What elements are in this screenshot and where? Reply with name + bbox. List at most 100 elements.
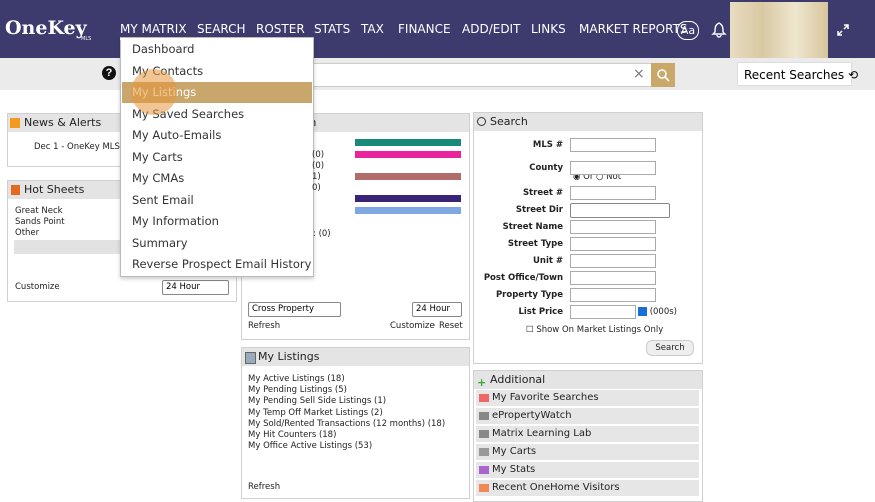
menu-item[interactable]: Reverse Prospect Email History (132, 257, 312, 271)
expand-icon[interactable] (836, 23, 850, 37)
field-label: Street Type (507, 239, 563, 249)
watch-bar (355, 139, 461, 146)
search-button[interactable] (651, 63, 675, 87)
news-item[interactable]: Dec 1 - OneKey MLS I (34, 142, 126, 152)
listing-link[interactable]: My Active Listings (18) (248, 374, 345, 384)
field-input[interactable] (570, 138, 656, 152)
watch-bar (355, 195, 461, 202)
logo[interactable]: OneKey (5, 17, 87, 39)
additional-link[interactable]: Matrix Learning Lab (492, 428, 592, 439)
nav-underline (120, 38, 192, 40)
listing-link[interactable]: My Hit Counters (18) (248, 430, 337, 440)
additional-row[interactable]: My Favorite Searches (476, 390, 699, 406)
panel-title: News & Alerts (24, 116, 102, 129)
period-select[interactable]: 24 Hour (412, 302, 462, 317)
listing-link[interactable]: My Office Active Listings (53) (248, 441, 373, 452)
menu-item[interactable]: My Information (132, 214, 219, 228)
nav-item[interactable]: ROSTER (256, 22, 305, 36)
or-option[interactable]: ◉ Or ○ Not (573, 172, 622, 182)
menu-item[interactable]: Summary (132, 235, 188, 250)
reset-link[interactable]: Reset (439, 321, 463, 331)
additional-row[interactable]: My Carts (476, 444, 699, 460)
watch-count[interactable]: : (0) (313, 229, 331, 239)
panel-title: Hot Sheets (24, 183, 85, 196)
field-label: List Price (518, 307, 563, 317)
units-label: (000s) (638, 307, 677, 317)
field-label: Post Office/Town (483, 273, 563, 283)
listing-link[interactable]: My Temp Off Market Listings (2) (248, 407, 383, 418)
field-input[interactable] (570, 288, 656, 302)
refresh-link[interactable]: Refresh (248, 321, 281, 331)
field-label: Street Dir (515, 205, 563, 215)
row-icon (479, 466, 489, 474)
row-icon (479, 412, 489, 420)
listing-link[interactable]: My Sold/Rented Transactions (12 months) … (248, 418, 446, 429)
field-input[interactable] (570, 220, 656, 234)
field-input[interactable] (570, 305, 636, 319)
nav-item[interactable]: SEARCH (197, 22, 246, 36)
hot-sheet-item[interactable]: Other (15, 228, 40, 238)
nav-item[interactable]: FINANCE (398, 22, 451, 36)
menu-item[interactable]: Sent Email (132, 192, 194, 207)
additional-row[interactable]: Recent OneHome Visitors (476, 480, 699, 496)
menu-item[interactable]: My CMAs (132, 171, 185, 185)
watch-count[interactable]: (0) (312, 161, 325, 171)
clear-button[interactable]: × (633, 66, 645, 82)
nav-item[interactable]: MARKET REPORTS (579, 22, 688, 36)
menu-item[interactable]: Dashboard (132, 42, 195, 56)
on-market-checkbox[interactable]: ☐ Show On Market Listings Only (526, 325, 664, 335)
nav-item[interactable]: LINKS (531, 22, 566, 36)
additional-row[interactable]: ePropertyWatch (476, 408, 699, 424)
field-input[interactable] (570, 161, 656, 175)
additional-link[interactable]: My Stats (492, 464, 536, 475)
units: (000s) (649, 307, 677, 317)
additional-link[interactable]: My Carts (492, 446, 537, 457)
watch-count[interactable]: 0) (312, 183, 321, 193)
watch-count[interactable]: (0) (312, 150, 325, 160)
menu-item[interactable]: My Auto-Emails (132, 128, 222, 142)
nav-item[interactable]: MY MATRIX (120, 22, 187, 36)
listing-link[interactable]: My Pending Listings (5) (248, 385, 347, 396)
additional-link[interactable]: My Favorite Searches (492, 392, 599, 403)
additional-row[interactable]: My Stats (476, 462, 699, 478)
search-icon (657, 69, 670, 82)
watch-bar (355, 207, 461, 214)
on-market-label: Show On Market Listings Only (536, 325, 664, 335)
field-input[interactable] (570, 254, 656, 268)
additional-link[interactable]: ePropertyWatch (492, 410, 572, 421)
search-submit[interactable]: Search (646, 340, 694, 356)
field-input[interactable] (570, 271, 656, 285)
panel-header: Search (474, 113, 702, 131)
watch-count[interactable]: 1) (312, 172, 321, 182)
refresh-link[interactable]: Refresh (248, 482, 281, 492)
recent-searches[interactable]: Recent Searches ⟲ (737, 62, 858, 86)
nav-item[interactable]: ADD/EDIT (462, 22, 521, 36)
additional-link[interactable]: Recent OneHome Visitors (492, 482, 620, 493)
cursor-highlight (131, 69, 177, 115)
notifications-icon[interactable] (711, 22, 727, 38)
row-icon (479, 430, 489, 438)
row-icon (479, 394, 489, 402)
customize-link[interactable]: Customize (390, 321, 435, 331)
customize-link[interactable]: Customize (15, 282, 60, 292)
panel-header: + Additional (474, 371, 702, 389)
nav-item[interactable]: TAX (361, 22, 384, 36)
hot-sheet-item[interactable]: Great Neck (15, 206, 63, 216)
blurred-row (14, 240, 124, 254)
row-icon (479, 448, 489, 456)
property-select[interactable]: Cross Property (248, 302, 341, 317)
font-button[interactable]: Aa (677, 21, 699, 40)
additional-row[interactable]: Matrix Learning Lab (476, 426, 699, 442)
menu-item[interactable]: My Carts (132, 149, 183, 164)
field-label: MLS # (532, 140, 563, 150)
listing-link[interactable]: My Pending Sell Side Listings (1) (248, 396, 387, 407)
field-input[interactable] (570, 186, 656, 200)
help-icon[interactable]: ? (102, 66, 116, 80)
user-avatar[interactable] (730, 2, 828, 58)
not-label: Not (606, 172, 622, 182)
period-select[interactable]: 24 Hour (162, 280, 229, 295)
hot-sheet-item[interactable]: Sands Point (15, 217, 65, 227)
nav-item[interactable]: STATS (314, 22, 351, 36)
field-input[interactable] (570, 237, 656, 251)
field-select[interactable] (570, 203, 670, 218)
